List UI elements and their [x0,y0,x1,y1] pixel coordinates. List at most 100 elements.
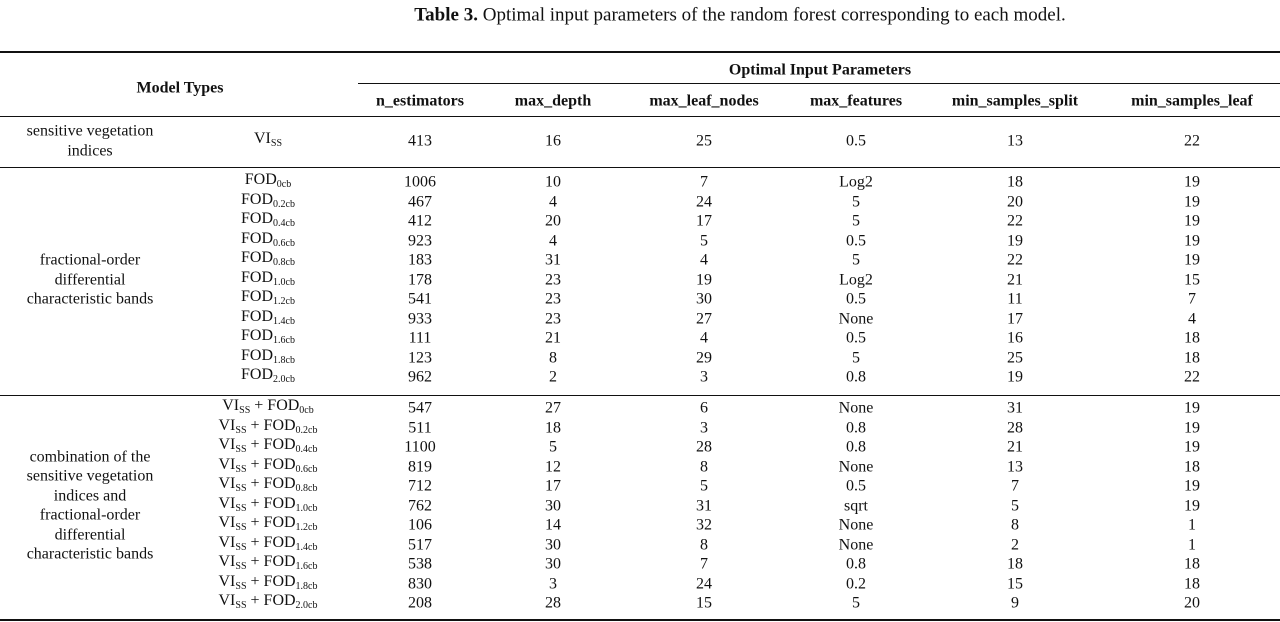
cell: Log2 [839,173,873,191]
cell: 7 [700,173,708,191]
group-rule [358,83,1280,84]
model-subscript: SS [235,541,247,553]
cell: 1006 [404,173,436,191]
model-text: + FOD [246,553,296,570]
cell: 17 [696,212,712,230]
model-text: FOD [241,307,274,325]
cell: None [838,536,874,553]
model-name: VISS + FOD1.4cb [219,533,318,557]
model-subscript: SS [235,424,247,436]
column-header: max_leaf_nodes [649,92,759,110]
group-name: characteristic bands [26,290,154,308]
model-text: + FOD [246,592,296,609]
cell: 31 [1007,399,1023,417]
cell: 32 [696,516,712,534]
cell: 28 [1007,419,1023,436]
column-header: max_features [809,92,903,110]
cell: 19 [1007,368,1023,386]
cell: 30 [545,555,561,573]
group-rule [0,167,1280,168]
cell: 106 [408,516,432,534]
cell: 8 [700,458,708,475]
cell: 0.8 [846,419,866,436]
cell: 18 [1184,329,1200,347]
cell: 4 [1188,310,1196,327]
cell: 22 [1184,368,1200,386]
model-name: VISS + FOD1.8cb [219,572,318,596]
model-text: FOD [241,190,274,208]
cell: 0.5 [846,290,866,308]
cell: Log2 [839,271,873,288]
model-subscript: 0.2cb [295,424,318,436]
group-name: differential [54,271,126,288]
cell: 0.5 [846,232,866,249]
cell: 31 [696,497,712,514]
model-subscript: SS [235,463,247,475]
cell: None [838,310,874,327]
cell: 19 [1184,251,1200,269]
model-subscript: 1.6cb [273,335,295,346]
cell: 413 [408,132,432,150]
model-text: VI [218,514,236,531]
model-subscript: SS [235,444,247,455]
model-name: VISS + FOD1.6cb [219,552,318,576]
cell: 830 [408,575,432,592]
model-text: + FOD [246,514,296,531]
model-text: VI [218,416,236,434]
cell: 19 [1184,438,1200,456]
model-name: FOD1.6cb [241,326,295,350]
model-name: FOD1.2cb [241,287,295,311]
group-name: indices [67,142,113,160]
cell: 18 [1184,575,1200,592]
cell: 30 [545,497,561,514]
cell: 20 [1007,193,1023,210]
model-subscript: 0.6cb [295,463,318,475]
cell: 13 [1007,458,1023,475]
cell: 29 [696,349,712,366]
cell: 21 [1007,271,1023,288]
cell: 28 [696,438,712,456]
cell: 1 [1188,536,1196,553]
cell: 18 [1007,173,1023,191]
model-name: FOD1.0cb [241,268,295,292]
cell: 5 [852,212,860,230]
column-header: max_depth [514,92,592,110]
cell: 962 [408,368,432,386]
cell: 123 [408,349,432,366]
cell: 23 [545,271,561,288]
cell: 10 [545,173,561,191]
caption-text: Optimal input parameters of the random f… [482,4,1066,26]
cell: 15 [696,594,712,612]
cell: 3 [700,368,708,386]
cell: 762 [408,497,432,514]
cell: 19 [1184,477,1200,495]
model-subscript: 1.8cb [273,354,295,366]
cell: 511 [408,419,432,436]
model-name: FOD1.4cb [241,307,295,331]
cell: 5 [852,594,860,612]
cell: 31 [545,251,561,269]
model-text: FOD [241,327,274,344]
model-text: VI [218,455,236,473]
cell: 0.8 [846,438,866,456]
model-subscript: SS [235,580,247,592]
model-text: + FOD [246,455,296,473]
cell: 538 [408,555,432,573]
cell: 15 [1184,271,1200,288]
model-subscript: SS [270,138,283,149]
cell: 30 [545,536,561,553]
cell: 1100 [404,438,436,456]
model-name: VISS + FOD0.2cb [219,416,318,440]
cell: 8 [549,349,557,366]
model-text: VI [222,397,240,414]
model-subscript: 1.0cb [295,502,318,514]
model-text: FOD [244,171,277,188]
model-text: FOD [241,346,274,364]
cell: 18 [545,419,561,436]
model-name: FOD0.4cb [241,209,295,233]
cell: 22 [1184,132,1200,150]
cell: 22 [1007,251,1023,269]
cell: 11 [1007,290,1023,308]
cell: 27 [545,399,561,417]
group-name: sensitive vegetation [26,467,154,485]
